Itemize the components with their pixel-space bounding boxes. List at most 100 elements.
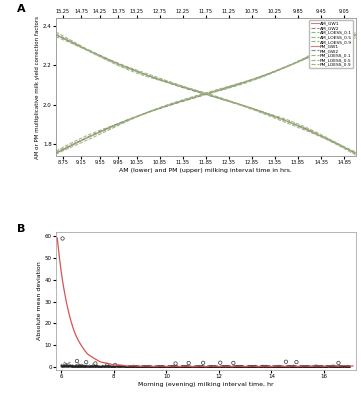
Point xyxy=(81,363,86,369)
Point xyxy=(339,364,345,370)
Point xyxy=(184,364,190,370)
Point xyxy=(328,364,334,370)
Point xyxy=(326,363,332,369)
Point xyxy=(162,364,168,370)
Point xyxy=(126,363,132,370)
Point xyxy=(316,363,322,370)
Point xyxy=(147,363,152,370)
Point xyxy=(211,363,217,370)
Point xyxy=(111,364,117,370)
Point xyxy=(322,364,328,370)
Point xyxy=(316,364,322,370)
Point xyxy=(279,364,285,370)
Point xyxy=(347,364,353,370)
Point xyxy=(300,364,306,370)
Point xyxy=(75,364,81,370)
Point xyxy=(343,363,349,370)
Point xyxy=(291,364,297,370)
Point xyxy=(270,364,276,370)
Point xyxy=(275,363,281,370)
Point xyxy=(83,364,89,370)
Point xyxy=(77,363,82,370)
Point xyxy=(237,363,243,370)
Point xyxy=(280,364,286,370)
Point xyxy=(135,364,140,370)
Point xyxy=(163,364,169,370)
Point xyxy=(187,364,192,370)
Point xyxy=(68,363,74,369)
Point xyxy=(205,364,211,370)
Point xyxy=(283,364,289,370)
Point xyxy=(159,363,165,369)
Point xyxy=(309,364,314,370)
Point xyxy=(282,364,288,370)
Point xyxy=(330,363,336,370)
Point xyxy=(204,364,209,370)
Point xyxy=(135,363,141,370)
Point xyxy=(105,364,110,370)
Point xyxy=(332,364,338,370)
Point xyxy=(232,363,238,370)
Point xyxy=(155,363,160,370)
Point xyxy=(288,364,294,370)
Point xyxy=(301,364,307,370)
Point xyxy=(97,364,103,370)
Point xyxy=(133,363,139,370)
Point xyxy=(187,364,192,370)
Point xyxy=(163,364,169,370)
Point xyxy=(191,364,196,370)
Point xyxy=(137,364,143,370)
Point xyxy=(283,358,289,365)
Point xyxy=(316,363,322,370)
Point xyxy=(295,364,301,370)
Point xyxy=(268,364,274,370)
Point xyxy=(261,363,267,370)
Point xyxy=(275,363,281,370)
Point xyxy=(269,364,274,370)
Point xyxy=(315,364,321,370)
Point xyxy=(126,363,131,370)
Point xyxy=(257,364,263,370)
Point xyxy=(262,363,268,370)
Point xyxy=(261,364,267,370)
Point xyxy=(156,364,162,370)
Point xyxy=(278,363,284,370)
Point xyxy=(233,363,239,370)
Point xyxy=(153,364,158,370)
Point xyxy=(343,364,348,370)
Point xyxy=(239,364,245,370)
Point xyxy=(301,364,306,370)
Point xyxy=(302,363,308,370)
Point xyxy=(131,363,137,370)
Point xyxy=(309,364,314,370)
Point xyxy=(235,364,241,370)
Point xyxy=(125,364,131,370)
Point xyxy=(322,364,327,370)
Point xyxy=(83,363,88,369)
Point xyxy=(234,363,240,370)
Point xyxy=(147,364,152,370)
Point xyxy=(112,364,118,370)
Point xyxy=(206,363,212,370)
Point xyxy=(268,363,274,370)
Point xyxy=(140,364,145,370)
Point xyxy=(331,363,337,370)
Point xyxy=(116,363,121,370)
Point xyxy=(265,364,271,370)
Point xyxy=(232,363,238,370)
Point xyxy=(244,363,250,370)
Point xyxy=(195,364,200,370)
Point xyxy=(260,364,265,370)
Point xyxy=(181,364,187,370)
Point xyxy=(298,363,304,370)
Point xyxy=(213,363,218,370)
Point xyxy=(278,363,283,370)
Point xyxy=(292,364,298,370)
Point xyxy=(228,364,234,370)
Point xyxy=(120,364,126,370)
Point xyxy=(328,364,334,370)
AM_LOESS_0.9 xyxy=(198,94,202,98)
Point xyxy=(158,364,164,370)
Point xyxy=(102,363,108,370)
Point xyxy=(73,363,78,369)
